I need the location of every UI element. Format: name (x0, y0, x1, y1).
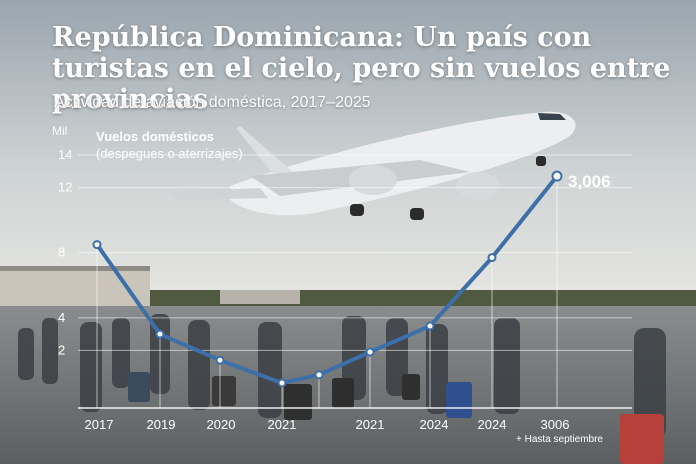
chart-subtitle: Actividad de aviación doméstica, 2017–20… (54, 94, 371, 111)
y-tick-label: 12 (58, 180, 72, 195)
y-tick-label: 8 (58, 245, 65, 260)
hangar (220, 290, 300, 304)
data-point (551, 170, 563, 182)
y-axis-unit: Mil (52, 124, 67, 138)
series-name: Vuelos domésticos (96, 129, 214, 144)
x-tick-label: 2020 (207, 417, 236, 432)
data-point (365, 347, 375, 357)
suitcases (128, 372, 664, 464)
chart-title: República Dominicana: Un país con turist… (52, 22, 671, 115)
data-points (92, 170, 563, 388)
x-tick-label: 2024 (478, 417, 507, 432)
footnote: + Hasta septiembre (516, 434, 603, 445)
x-tick-label: 2024 (420, 417, 449, 432)
series-legend: Vuelos domésticos (despegues o aterrizaj… (96, 129, 243, 161)
y-axis: Mil 2 4 8 12 14 (52, 124, 72, 357)
x-tick-label: 2019 (147, 417, 176, 432)
series-line (95, 174, 559, 385)
gridlines (78, 154, 632, 351)
series-subtitle: (despegues o aterrizajes) (96, 146, 243, 161)
x-axis: 2017 2019 2020 2021 2021 2024 2024 3006 (85, 417, 570, 432)
y-tick-label: 14 (58, 147, 72, 162)
x-tick-label: 2021 (268, 417, 297, 432)
y-tick-label: 2 (58, 342, 65, 357)
data-point (277, 378, 287, 388)
x-tick-label: 3006 (541, 417, 570, 432)
data-point (92, 240, 102, 250)
terminal-roof (0, 266, 150, 271)
data-point (425, 321, 435, 331)
data-point (314, 370, 324, 380)
x-tick-label: 2017 (85, 417, 114, 432)
data-point (155, 329, 165, 339)
end-value-label: 3,006 (568, 172, 611, 191)
drop-lines (96, 176, 558, 408)
data-point (487, 253, 497, 263)
y-tick-label: 4 (58, 310, 65, 325)
data-point (215, 355, 225, 365)
x-tick-label: 2021 (356, 417, 385, 432)
